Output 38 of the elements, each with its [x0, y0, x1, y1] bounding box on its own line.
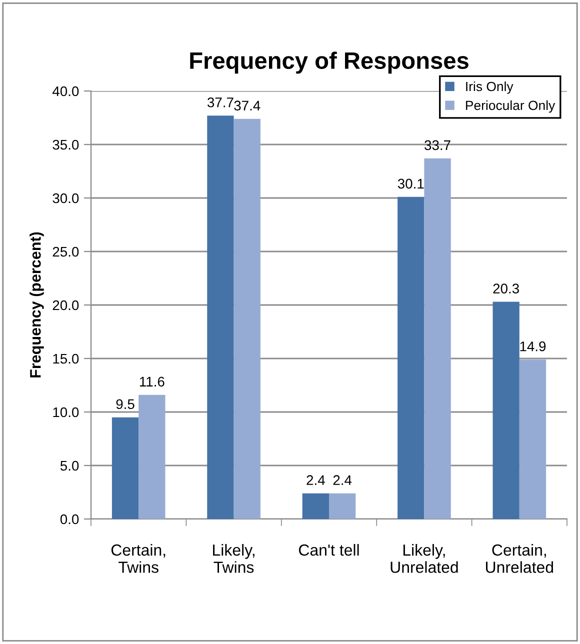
data-label: 30.1 [398, 178, 424, 189]
x-tick-label: Can't tell [298, 544, 359, 556]
x-tick-label: Likely, Unrelated [390, 544, 458, 573]
data-label: 37.7 [207, 97, 234, 108]
data-label: 9.5 [116, 399, 134, 410]
legend-label: Periocular Only [466, 100, 556, 113]
data-label: 14.9 [520, 341, 546, 352]
y-tick-label: 15.0 [53, 354, 79, 364]
bar [424, 158, 451, 519]
bar [329, 493, 356, 519]
x-tick-label: Likely, Twins [213, 544, 254, 573]
bar [302, 493, 329, 519]
bar [207, 116, 234, 519]
data-label: 20.3 [493, 284, 519, 294]
x-tick-label: Certain, Unrelated [486, 544, 553, 573]
y-tick-label: 10.0 [53, 407, 79, 418]
data-label: 2.4 [333, 475, 352, 485]
y-tick-label: 0.0 [60, 514, 79, 524]
bar [138, 394, 166, 519]
legend-label: Iris Only [466, 81, 514, 94]
data-label: 33.7 [424, 140, 450, 150]
bar [112, 417, 139, 519]
bar [492, 302, 520, 519]
data-label: 37.4 [234, 100, 260, 111]
y-tick-label: 35.0 [52, 140, 79, 150]
data-label: 11.6 [140, 376, 164, 387]
chart-title: Frequency of Responses [190, 52, 468, 74]
y-tick-label: 30.0 [52, 193, 79, 204]
x-tick-label: Certain, Twins [111, 544, 166, 573]
data-label: 2.4 [306, 475, 325, 485]
bar [234, 118, 260, 519]
y-tick-label: 40.0 [52, 86, 79, 96]
y-tick-label: 20.0 [52, 300, 79, 310]
y-axis-title: Frequency (percent) [30, 232, 44, 378]
y-tick-label: 5.0 [60, 460, 79, 471]
bar [398, 196, 424, 519]
bar [519, 360, 546, 519]
y-tick-label: 25.0 [52, 246, 79, 257]
